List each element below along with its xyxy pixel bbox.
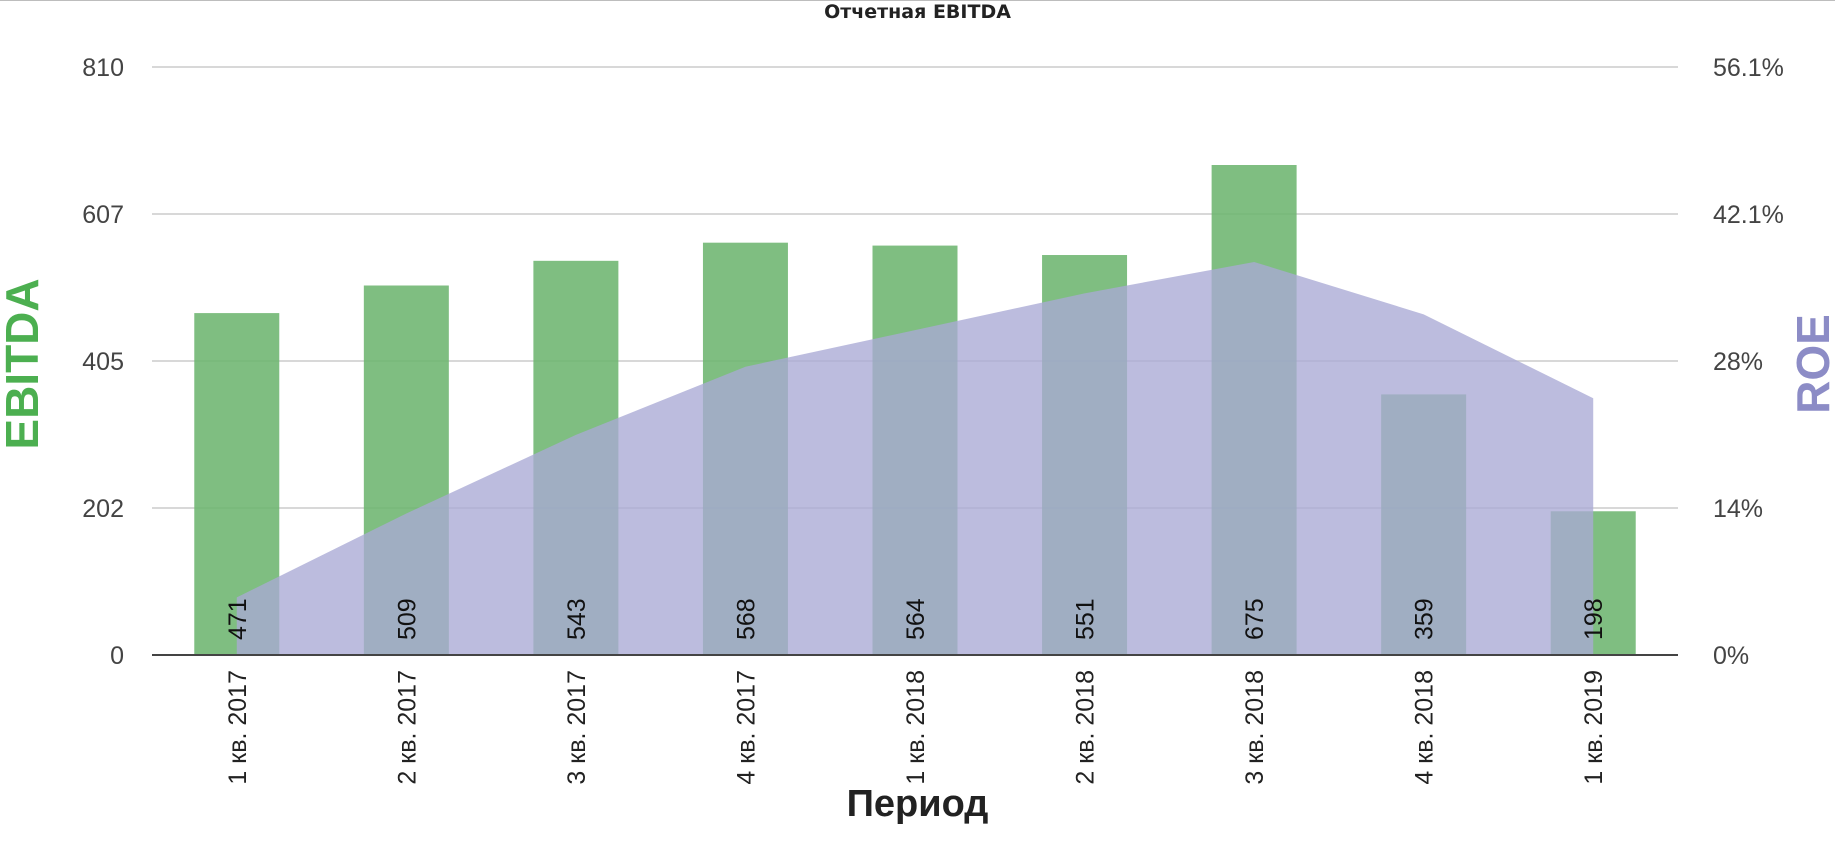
x-tick-label: 3 кв. 2018 <box>1241 670 1269 785</box>
x-axis-ticks: 1 кв. 2017 2 кв. 2017 3 кв. 2017 4 кв. 2017… <box>224 670 1608 785</box>
x-tick-label: 2 кв. 2018 <box>1072 670 1100 785</box>
y-tick-left: 405 <box>82 348 124 376</box>
bar-value-label: 471 <box>224 598 252 640</box>
x-tick-label: 2 кв. 2017 <box>393 670 421 785</box>
bar-value-label: 359 <box>1411 598 1439 640</box>
y-tick-right: 28% <box>1713 348 1763 376</box>
chart-title: Отчетная EBITDA <box>824 1 1011 23</box>
roe-area-shape <box>236 261 1594 655</box>
bar-value-label: 509 <box>393 598 421 640</box>
bar-value-label: 543 <box>563 598 591 640</box>
bar-value-labels: 471 509 543 568 564 551 675 359 198 <box>224 598 1608 640</box>
y-tick-left: 0 <box>110 642 124 670</box>
x-tick-label: 4 кв. 2017 <box>732 670 760 785</box>
x-tick-label: 1 кв. 2018 <box>902 670 930 785</box>
y-tick-left: 810 <box>82 54 124 82</box>
bar-value-label: 564 <box>902 598 930 640</box>
y-tick-right: 42.1% <box>1713 201 1784 229</box>
x-tick-label: 1 кв. 2019 <box>1580 670 1608 785</box>
x-tick-label: 4 кв. 2018 <box>1411 670 1439 785</box>
bar-value-label: 198 <box>1580 598 1608 640</box>
bar-value-label: 675 <box>1241 598 1269 640</box>
top-border <box>0 0 1835 1</box>
y-tick-left: 202 <box>82 495 124 523</box>
y-tick-right: 0% <box>1713 642 1749 670</box>
x-tick-label: 1 кв. 2017 <box>224 670 252 785</box>
y-tick-right: 14% <box>1713 495 1763 523</box>
y-tick-right: 56.1% <box>1713 54 1784 82</box>
y-axis-left-ticks: 0 202 405 607 810 <box>82 54 124 670</box>
bar-value-label: 568 <box>732 598 760 640</box>
x-tick-label: 3 кв. 2017 <box>563 670 591 785</box>
bar-value-label: 551 <box>1072 598 1100 640</box>
roe-area <box>236 261 1594 655</box>
y-axis-right-ticks: 0% 14% 28% 42.1% 56.1% <box>1713 54 1784 670</box>
y-tick-left: 607 <box>82 201 124 229</box>
x-axis-title: Период <box>846 783 989 825</box>
